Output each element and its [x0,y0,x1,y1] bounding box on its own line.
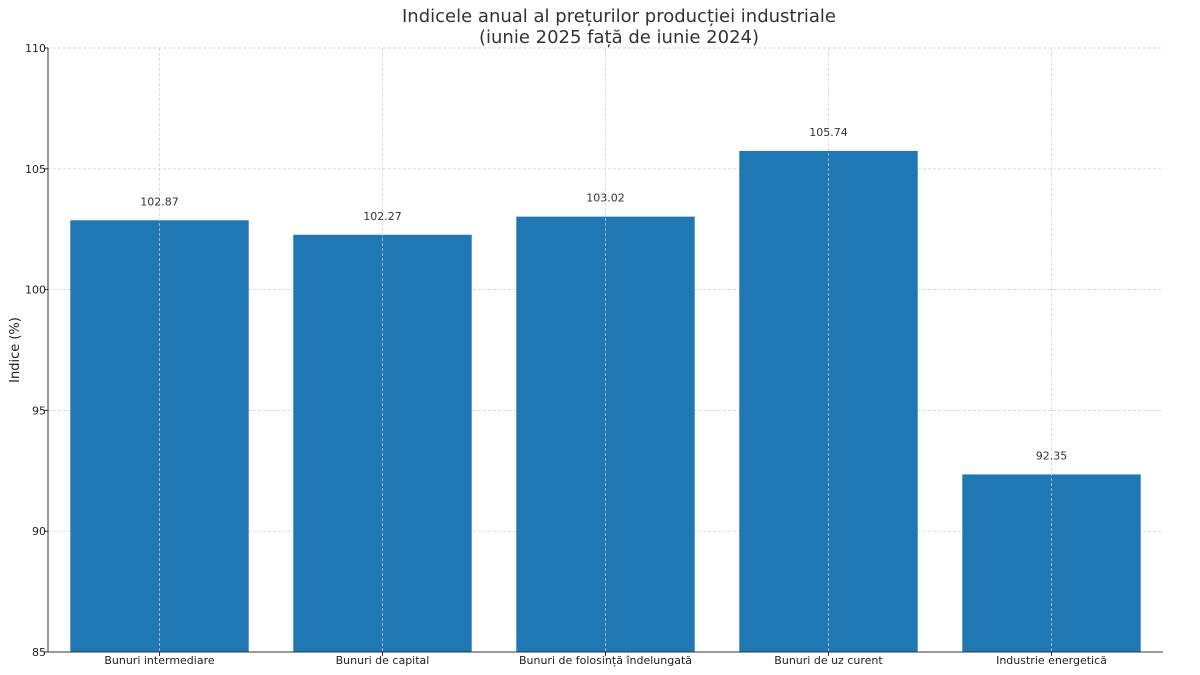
x-tick-label: Bunuri intermediare [104,654,215,667]
y-axis-label: Indice (%) [8,317,23,383]
x-tick-label: Industrie energetică [996,654,1107,667]
y-tick-label: 105 [25,163,46,176]
bars [70,150,1141,653]
x-tick-label: Bunuri de folosință îndelungată [519,654,692,667]
data-label: 92.35 [1036,449,1068,462]
x-tick-label: Bunuri de capital [336,654,430,667]
y-tick-label: 95 [32,404,46,417]
bar [739,150,918,652]
data-label: 103.02 [586,192,625,205]
data-label: 105.74 [809,126,848,139]
data-label: 102.87 [140,195,179,208]
chart-title: Indicele anual al prețurilor producției … [402,6,836,27]
data-label: 102.27 [363,210,402,223]
vertical-grid [159,48,1052,652]
y-tick-label: 110 [25,42,46,55]
chart-subtitle: (iunie 2025 față de iunie 2024) [479,27,759,48]
y-tick-label: 90 [32,525,46,538]
y-tick-label: 85 [32,646,46,659]
y-tick-label: 100 [25,284,46,297]
x-tick-label: Bunuri de uz curent [774,654,883,667]
labels: 85 90 95 100 105 110 102.87 Bunuri intermediare… [25,42,1107,667]
axes [44,47,1163,656]
